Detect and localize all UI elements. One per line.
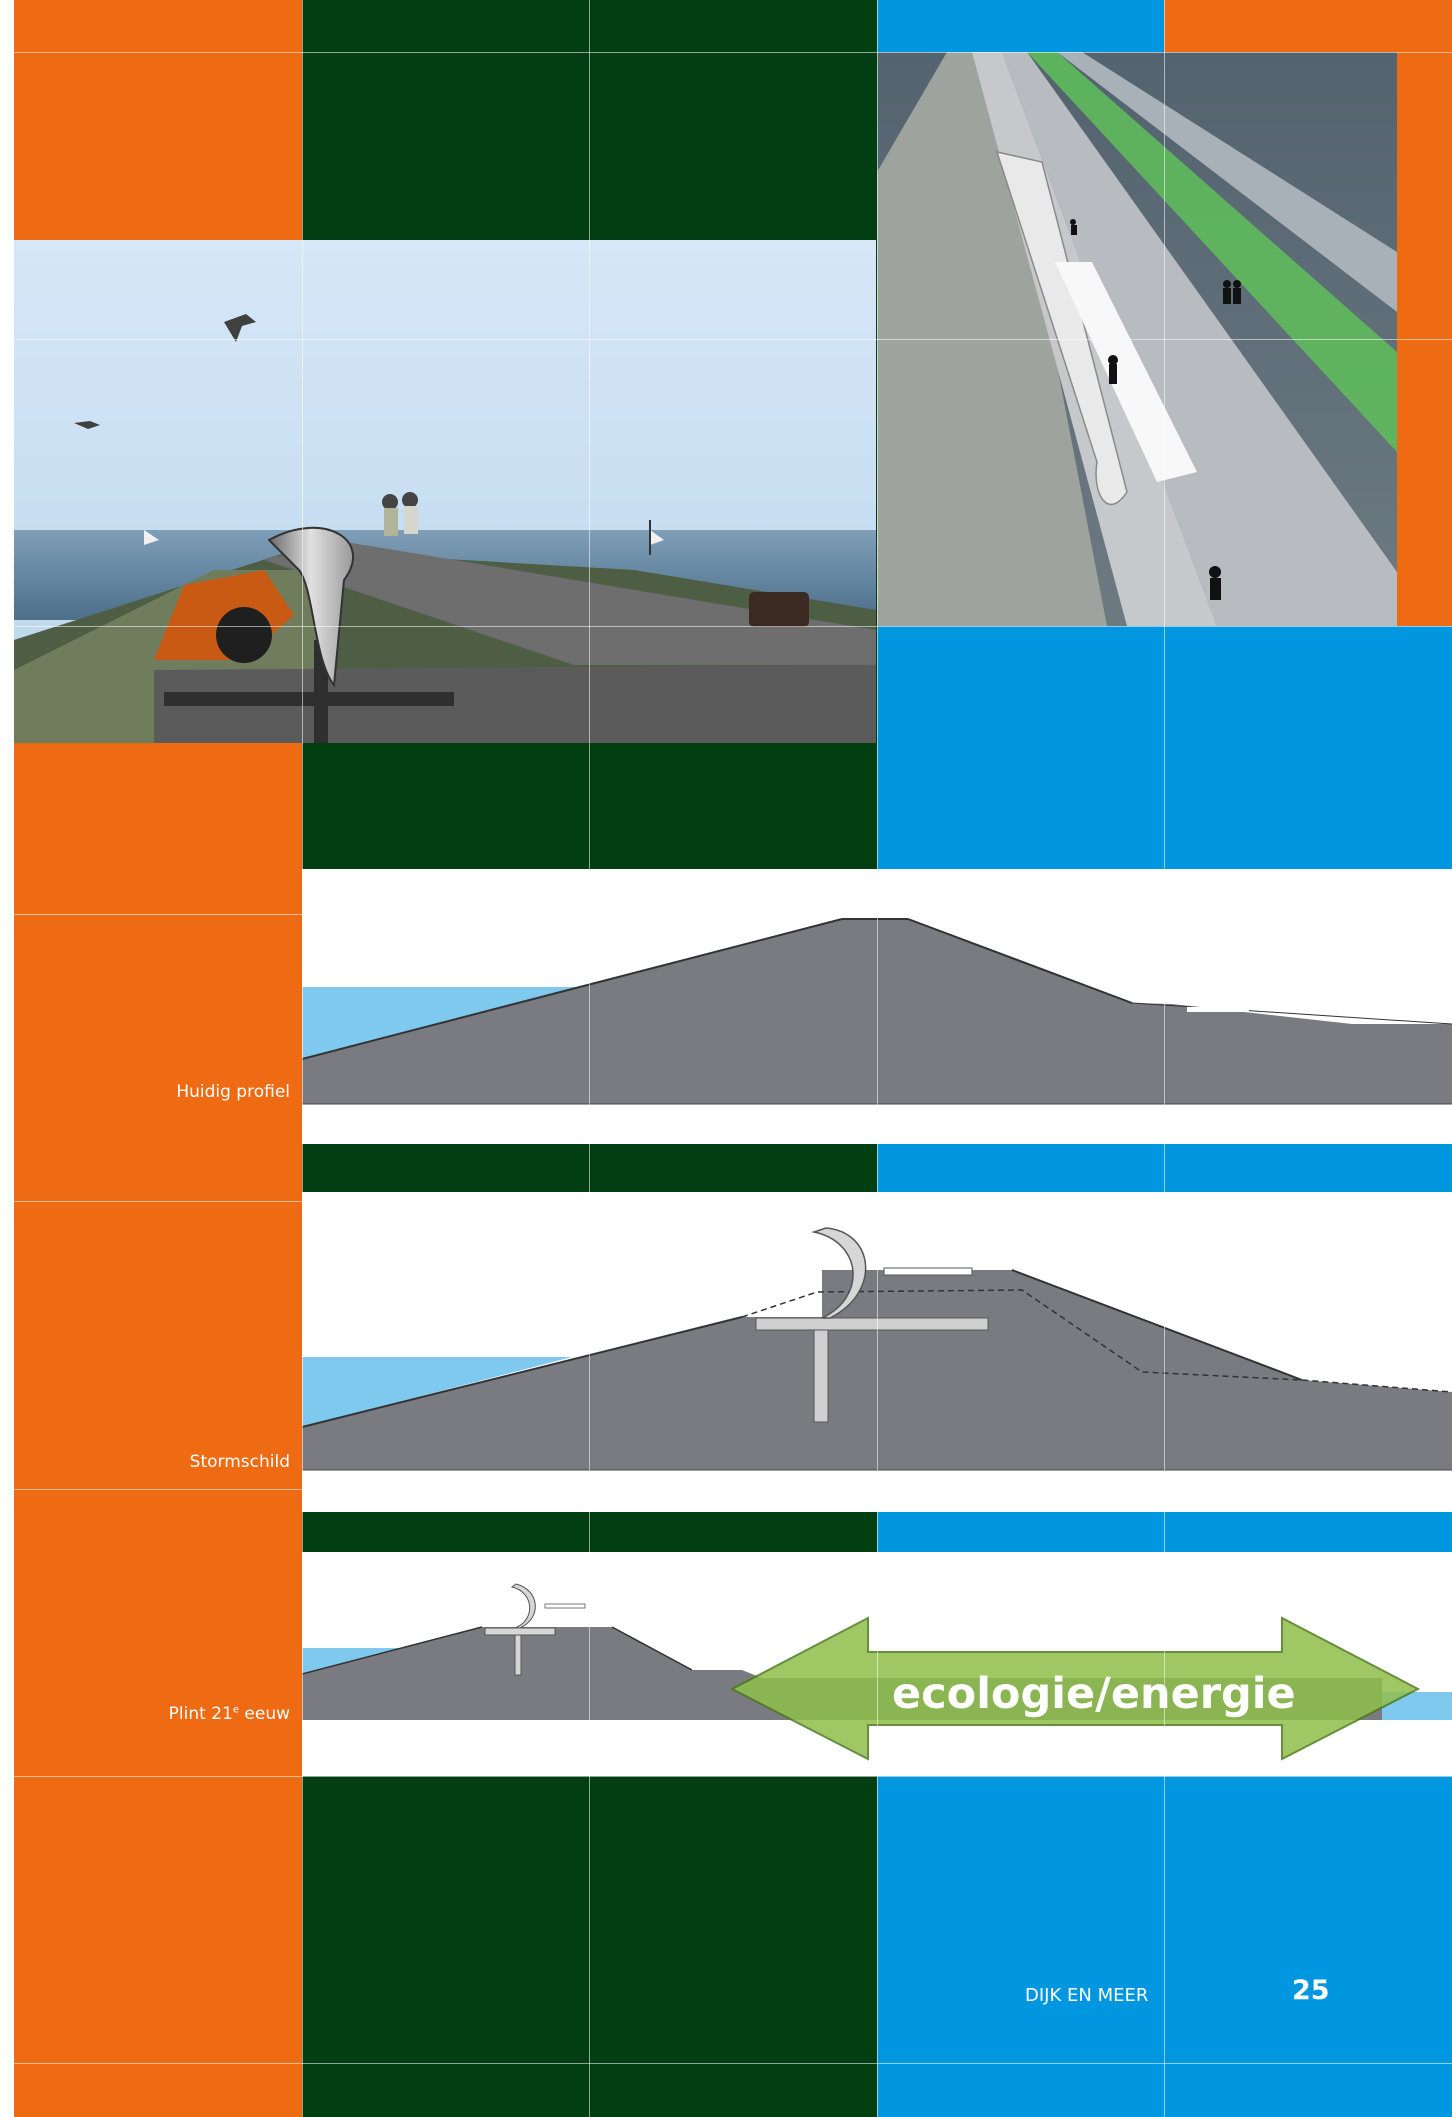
grid-line-h6 <box>14 1489 1452 1490</box>
grid-line-v3 <box>877 0 878 2117</box>
page-margin <box>0 0 14 2117</box>
grid-line-h5 <box>14 1201 1452 1202</box>
page-number: 25 <box>1292 1975 1330 2006</box>
current-profile-label: Huidig profiel <box>176 1082 290 1102</box>
dike-render-image <box>14 240 876 743</box>
grid-line-h4 <box>14 914 1452 915</box>
orange-top-right <box>1164 0 1452 52</box>
plinth-label-end: eeuw <box>239 1704 290 1724</box>
grid-line-v1 <box>302 0 303 2117</box>
grid-line-h7 <box>14 1776 1452 1777</box>
grid-line-h8 <box>14 2063 1452 2064</box>
grid-line-h3 <box>14 626 1452 627</box>
grid-line-h2 <box>14 339 1452 340</box>
grid-line-h1 <box>14 52 1452 53</box>
stormshield-label: Stormschild <box>189 1452 290 1472</box>
footer-title: DIJK EN MEER <box>1025 1985 1149 2006</box>
plinth-label-main: Plint 21 <box>168 1704 233 1724</box>
ecology-energy-arrow-label: ecologie/energie <box>892 1669 1296 1719</box>
plinth-label: Plint 21e eeuw <box>14 1704 290 1724</box>
grid-line-v2 <box>589 0 590 2117</box>
plinth-label-superscript: e <box>232 1704 239 1716</box>
grid-line-v4 <box>1164 0 1165 2117</box>
